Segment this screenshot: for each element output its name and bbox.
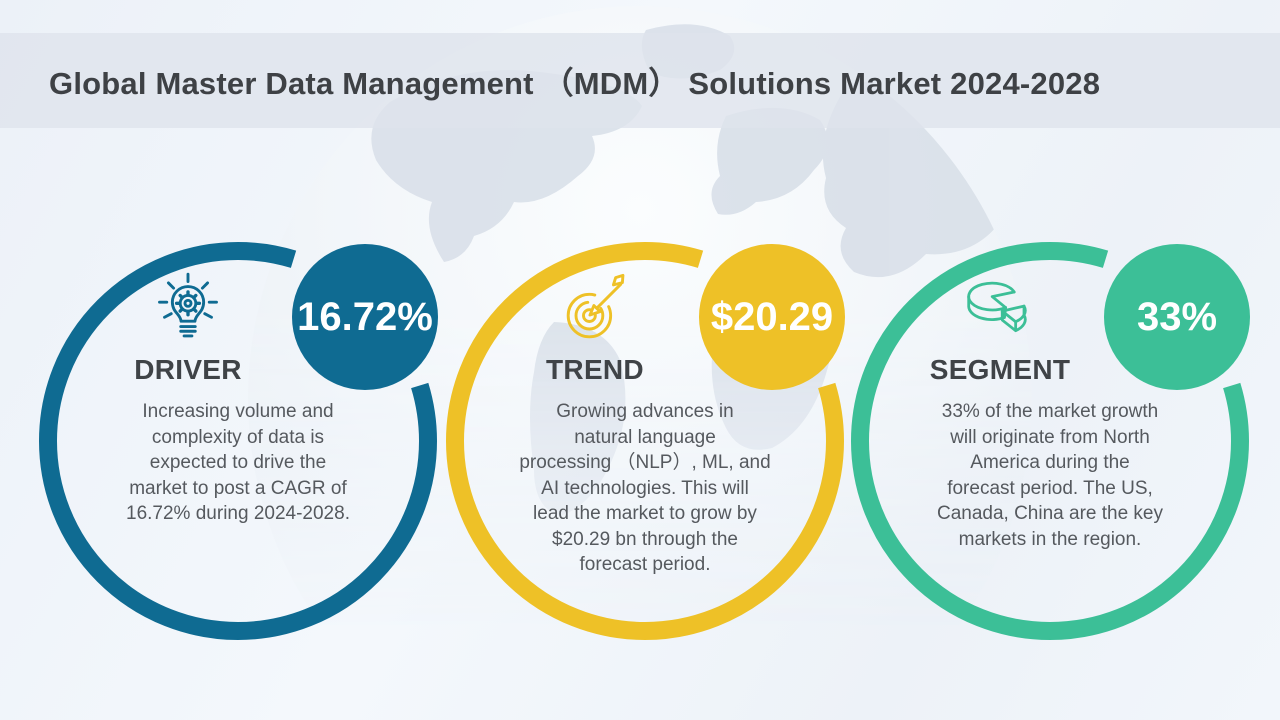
segment-description: 33% of the market growth will originate … xyxy=(936,401,1164,550)
driver-description: Increasing volume and complexity of data… xyxy=(126,401,350,524)
target-arrow-icon xyxy=(566,273,625,339)
trend-heading: TREND xyxy=(546,354,644,385)
pie-chart-icon xyxy=(967,281,1027,333)
driver-heading: DRIVER xyxy=(134,354,242,385)
card-segment: 33% SEGMENT 33% of the market growth wil… xyxy=(848,239,1252,643)
driver-badge-value: 16.72% xyxy=(297,294,433,339)
segment-badge: 33% xyxy=(1104,244,1250,390)
trend-description: Growing advances in natural language pro… xyxy=(519,401,771,575)
driver-badge: 16.72% xyxy=(292,244,438,390)
segment-ring xyxy=(851,242,1249,640)
trend-ring xyxy=(446,242,844,640)
header-band: Global Master Data Management （MDM） Solu… xyxy=(0,33,1280,128)
trend-ring-arc xyxy=(446,242,844,640)
driver-ring-arc xyxy=(39,242,437,640)
card-trend: $20.29 TREND Growing advances in natural… xyxy=(443,239,847,643)
segment-ring-arc xyxy=(851,242,1249,640)
segment-heading: SEGMENT xyxy=(929,354,1071,385)
lightbulb-gear-icon xyxy=(158,272,218,338)
card-driver: 16.72% DRIVER Increasing volume and comp… xyxy=(36,239,440,643)
driver-ring xyxy=(39,242,437,640)
trend-badge-value: $20.29 xyxy=(710,294,834,339)
page-title: Global Master Data Management （MDM） Solu… xyxy=(49,66,1101,101)
trend-badge: $20.29 xyxy=(699,244,845,390)
segment-badge-value: 33% xyxy=(1136,294,1218,339)
